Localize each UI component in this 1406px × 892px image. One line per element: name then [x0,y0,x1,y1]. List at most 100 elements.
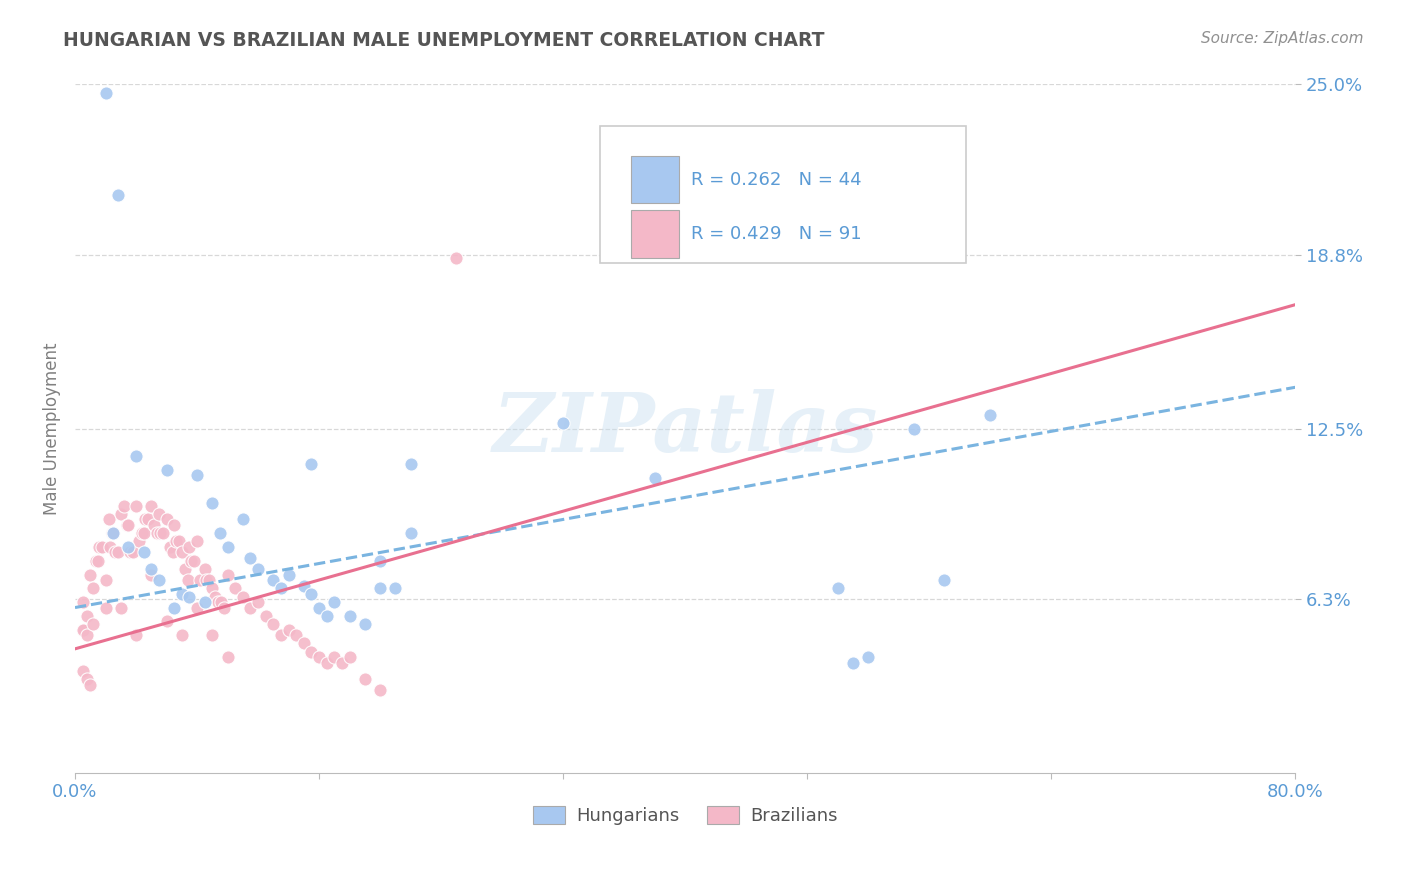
Point [149,526,172,541]
Point [903,421,925,435]
Point [107,545,129,559]
Point [208,526,231,541]
Point [224,582,246,596]
Point [101,526,124,541]
Point [163,518,186,533]
Point [204,590,226,604]
Point [214,600,236,615]
Point [170,587,193,601]
Point [299,644,322,658]
Point [232,512,254,526]
Text: R = 0.262   N = 44: R = 0.262 N = 44 [692,170,862,189]
Point [644,471,666,485]
Point [170,628,193,642]
Point [195,573,218,587]
Point [399,458,422,472]
Point [399,526,422,541]
Point [446,251,468,265]
Point [270,582,292,596]
Point [167,534,190,549]
Point [125,628,148,642]
Point [277,623,299,637]
Point [141,499,163,513]
Point [217,650,239,665]
Point [827,582,849,596]
Point [315,608,337,623]
Point [194,562,217,576]
Point [107,187,129,202]
FancyBboxPatch shape [631,156,679,203]
Point [112,499,135,513]
Point [104,545,127,559]
Point [143,518,166,533]
Text: HUNGARIAN VS BRAZILIAN MALE UNEMPLOYMENT CORRELATION CHART: HUNGARIAN VS BRAZILIAN MALE UNEMPLOYMENT… [63,31,825,50]
Point [209,595,232,609]
Point [87,554,110,568]
Point [323,650,346,665]
Point [254,608,277,623]
Point [125,449,148,463]
Point [299,587,322,601]
Point [186,534,208,549]
Point [159,540,181,554]
Point [339,608,361,623]
Text: Source: ZipAtlas.com: Source: ZipAtlas.com [1201,31,1364,46]
Point [91,540,114,554]
Point [117,518,139,533]
Point [98,540,121,554]
Point [353,672,375,686]
Point [330,656,353,670]
Point [339,650,361,665]
Point [79,567,101,582]
Point [76,608,98,623]
Point [165,534,187,549]
Point [132,545,155,559]
Point [163,600,186,615]
Point [207,595,229,609]
Point [173,562,195,576]
Point [128,534,150,549]
Point [132,526,155,541]
Point [198,573,221,587]
Point [232,590,254,604]
Point [368,554,391,568]
Point [155,463,177,477]
Point [551,416,574,430]
Point [79,678,101,692]
Point [285,628,308,642]
Point [94,573,117,587]
Text: ZIPatlas: ZIPatlas [492,389,877,468]
Point [177,573,200,587]
Point [110,600,132,615]
Point [299,458,322,472]
Point [72,664,94,678]
Point [194,595,217,609]
Point [131,526,153,541]
Point [94,86,117,100]
Point [277,567,299,582]
FancyBboxPatch shape [600,126,966,263]
Point [201,628,224,642]
Point [82,617,104,632]
Point [136,512,159,526]
Point [94,600,117,615]
Point [183,554,205,568]
Point [155,512,177,526]
Point [118,545,141,559]
Point [101,526,124,541]
Point [89,540,111,554]
Point [125,499,148,513]
Point [115,518,138,533]
Point [262,573,284,587]
Point [148,507,170,521]
Point [76,672,98,686]
Point [146,526,169,541]
Point [162,545,184,559]
Point [72,595,94,609]
Point [315,656,337,670]
Point [179,540,201,554]
Point [323,595,346,609]
Point [217,540,239,554]
Text: R = 0.429   N = 91: R = 0.429 N = 91 [692,225,862,244]
Point [141,567,163,582]
